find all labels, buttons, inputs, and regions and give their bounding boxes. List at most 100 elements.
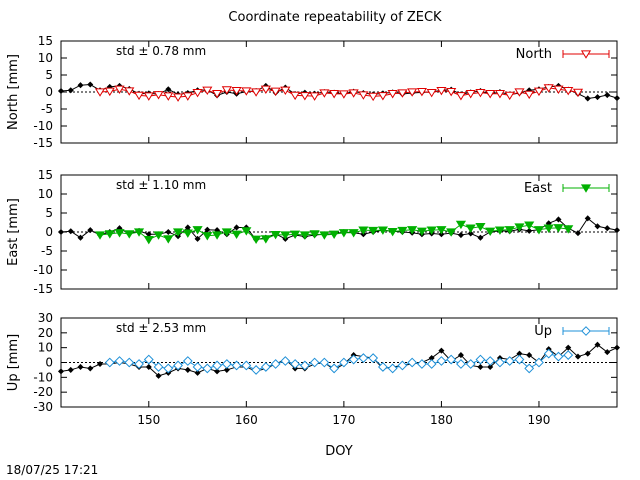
east-filtered-point xyxy=(251,235,262,244)
north-filtered-point xyxy=(172,93,184,102)
up-ytick-label: -10 xyxy=(33,370,53,384)
north-filtered-point xyxy=(514,88,525,97)
north-filtered-point xyxy=(358,91,369,100)
up-legend-marker xyxy=(581,326,591,336)
up-filtered-point xyxy=(270,359,281,369)
north-filtered-point xyxy=(397,89,408,98)
up-filtered-point xyxy=(446,354,457,365)
east-raw-point xyxy=(194,235,201,242)
north-raw-point xyxy=(613,95,621,102)
east-filtered-point xyxy=(270,231,281,240)
east-raw-point xyxy=(574,230,582,237)
east-filtered-point xyxy=(446,228,457,237)
up-raw-point xyxy=(194,369,201,376)
north-filtered-point xyxy=(221,86,232,95)
up-raw-point xyxy=(67,366,74,373)
up-raw-point xyxy=(87,365,94,372)
east-filtered-point xyxy=(455,220,467,230)
panel-east: -15 -10 -5 0 5 10 15 East [mm] std ± 1.10 mm East xyxy=(6,168,621,296)
up-filtered-point xyxy=(104,357,115,368)
up-raw-point xyxy=(457,352,464,359)
up-ytick-label: 20 xyxy=(38,326,53,340)
up-filtered-point xyxy=(260,362,271,372)
east-filtered-point xyxy=(358,226,369,235)
east-filtered-point xyxy=(524,221,535,230)
up-raw-point xyxy=(526,352,533,359)
up-filtered-point xyxy=(377,362,388,372)
north-filtered-point xyxy=(329,90,340,99)
up-legend-label: Up xyxy=(534,324,552,339)
up-raw-point xyxy=(214,368,221,375)
up-raw-line xyxy=(60,344,618,377)
north-std-label: std ± 0.78 mm xyxy=(116,44,206,58)
up-filtered-point xyxy=(514,354,525,365)
up-raw-point xyxy=(613,344,621,351)
up-raw-point xyxy=(223,366,230,373)
north-legend-marker xyxy=(580,50,592,59)
east-raw-point xyxy=(555,216,562,223)
north-filtered-point xyxy=(407,88,418,97)
north-filtered-point xyxy=(465,90,476,99)
north-raw-point xyxy=(77,82,84,89)
up-filtered-point xyxy=(407,357,418,368)
east-filtered-point xyxy=(260,235,271,244)
north-filtered-point xyxy=(377,92,388,101)
up-filtered-point xyxy=(251,365,261,375)
north-filtered-point xyxy=(299,92,310,101)
east-ylabel: East [mm] xyxy=(6,198,21,266)
north-filtered-point xyxy=(280,86,291,96)
north-raw-point xyxy=(165,86,172,93)
north-ytick-label: -15 xyxy=(33,136,53,150)
east-filtered-point xyxy=(494,226,506,235)
north-series-raw xyxy=(57,81,621,102)
up-filtered-point xyxy=(202,363,213,374)
east-filtered-point xyxy=(397,226,408,236)
up-xtick-label: 170 xyxy=(332,413,355,427)
up-filtered-point xyxy=(485,356,496,366)
up-ytick-label: -30 xyxy=(33,400,53,414)
north-ytick-label: 5 xyxy=(45,68,53,82)
north-raw-point xyxy=(584,95,591,102)
north-ytick-label: -10 xyxy=(33,119,53,133)
east-filtered-point xyxy=(338,229,349,238)
east-raw-point xyxy=(526,227,533,234)
up-filtered-point xyxy=(114,356,125,366)
north-filtered-point xyxy=(485,90,496,99)
north-filtered-point xyxy=(290,91,301,101)
up-filtered-point xyxy=(153,362,164,372)
east-filtered-point xyxy=(368,226,379,236)
east-filtered-point xyxy=(329,230,340,240)
east-filtered-point xyxy=(94,231,106,240)
east-legend-label: East xyxy=(524,181,552,196)
east-filtered-point xyxy=(465,224,476,233)
east-raw-point xyxy=(594,223,601,230)
up-filtered-point xyxy=(475,354,486,365)
up-legend: Up xyxy=(534,324,610,339)
east-filtered-point xyxy=(533,226,545,235)
east-filtered-point xyxy=(202,232,213,241)
east-filtered-point xyxy=(504,226,515,235)
north-filtered-point xyxy=(504,91,515,101)
east-filtered-point xyxy=(231,230,242,240)
east-filtered-point xyxy=(280,231,291,240)
north-filtered-point xyxy=(192,89,203,98)
up-ytick-label: 0 xyxy=(45,356,53,370)
up-filtered-point xyxy=(368,353,379,363)
up-raw-point xyxy=(594,341,601,348)
north-raw-point xyxy=(594,94,601,101)
up-filtered-point xyxy=(338,357,349,368)
up-filtered-point xyxy=(534,357,544,368)
east-filtered-point xyxy=(124,230,135,239)
north-filtered-point xyxy=(348,89,359,98)
up-series-raw xyxy=(57,341,621,379)
north-series-filtered xyxy=(94,84,584,102)
north-filtered-point xyxy=(94,88,106,97)
timestamp: 18/07/25 17:21 xyxy=(6,463,98,477)
north-ytick-label: 0 xyxy=(45,85,53,99)
north-filtered-point xyxy=(251,88,262,97)
up-filtered-point xyxy=(163,363,174,374)
east-filtered-point xyxy=(133,228,145,237)
up-filtered-point xyxy=(309,357,320,368)
north-filtered-point xyxy=(124,87,135,96)
up-raw-point xyxy=(584,350,591,357)
